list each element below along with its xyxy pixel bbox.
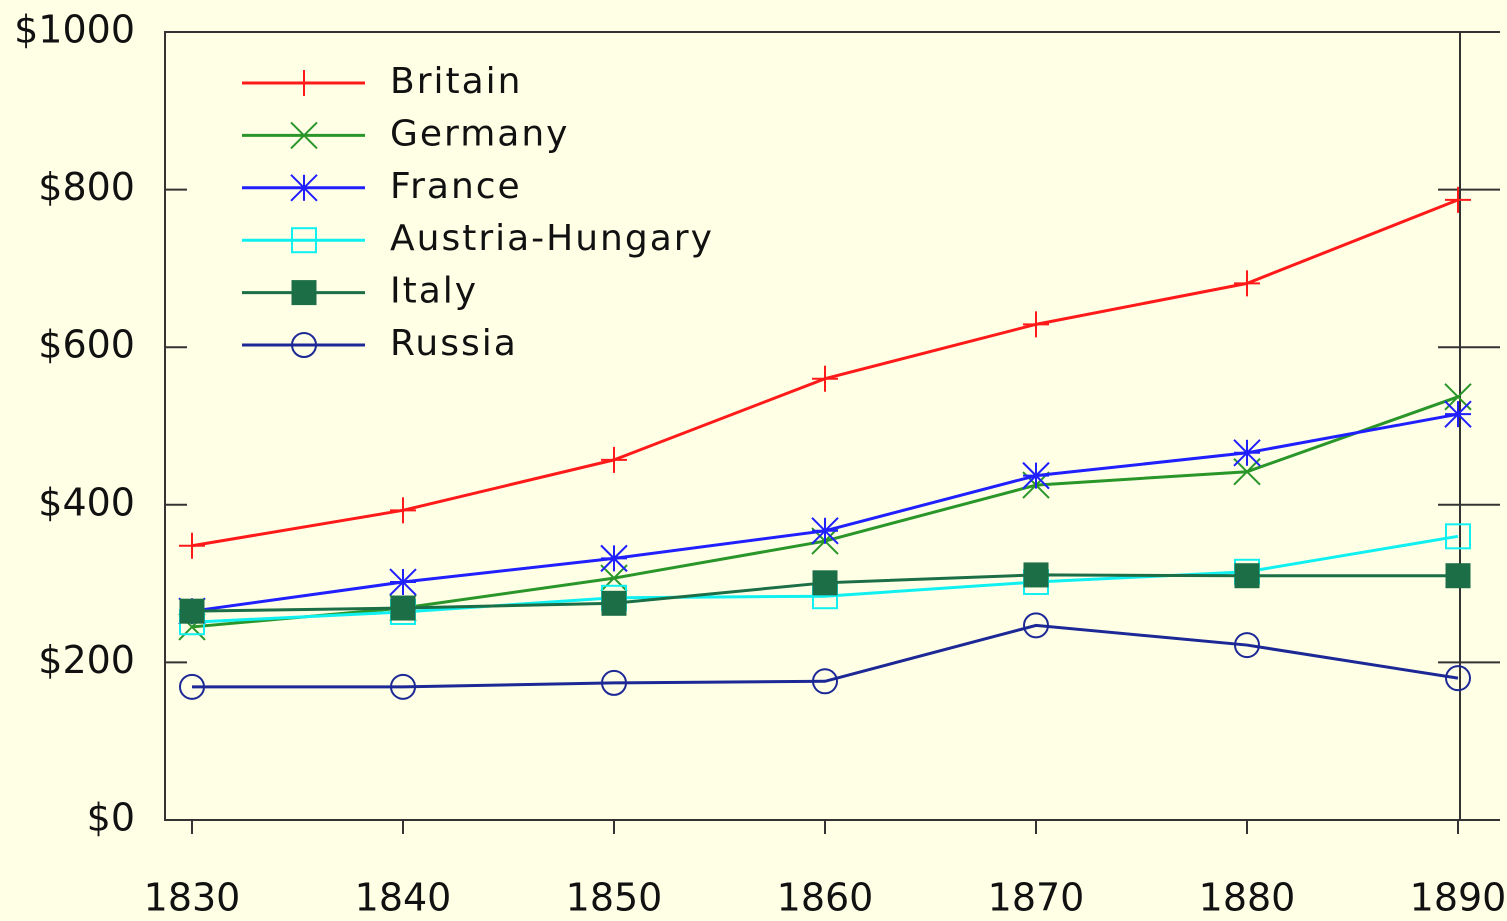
data-point: [601, 446, 627, 473]
legend-marker: [291, 280, 317, 306]
y-tick-label: $200: [38, 638, 135, 682]
marker-part: [1022, 461, 1050, 490]
data-point: [1445, 186, 1471, 213]
x-tick-label: 1830: [144, 876, 241, 920]
data-point: [1023, 562, 1049, 588]
series-line: [192, 623, 1459, 689]
data-point: [1234, 563, 1260, 589]
marker-part: [1234, 632, 1260, 659]
legend-label: France: [390, 166, 522, 207]
x-tick-label: 1840: [355, 876, 452, 920]
x-tick-label: 1870: [988, 876, 1085, 920]
data-point: [1444, 400, 1472, 428]
data-point: [179, 598, 205, 624]
marker-part: [179, 598, 205, 624]
data-point: [812, 365, 838, 392]
marker-part: [291, 227, 317, 254]
data-point: [1233, 457, 1261, 486]
data-point: [389, 568, 417, 596]
y-tick-label: $1000: [14, 8, 135, 52]
data-point: [1022, 461, 1050, 490]
data-point: [179, 532, 205, 559]
marker-part: [601, 590, 627, 616]
data-point: [1023, 612, 1049, 639]
marker-part: [600, 544, 628, 573]
marker-part: [290, 174, 318, 202]
legend-label: Russia: [390, 323, 518, 364]
x-tick-label: 1890: [1410, 876, 1507, 920]
data-point: [1023, 311, 1049, 338]
legend-marker: [291, 332, 317, 358]
legend-marker: [290, 121, 318, 150]
data-point: [1234, 632, 1260, 659]
data-point: [179, 673, 205, 700]
marker-part: [1445, 665, 1471, 692]
x-tick-label: 1860: [777, 876, 874, 920]
legend-label: Italy: [390, 271, 478, 312]
marker-part: [291, 332, 317, 358]
data-point: [1445, 665, 1471, 692]
marker-part: [1444, 400, 1472, 428]
x-tick-label: 1850: [566, 876, 663, 920]
data-point: [390, 497, 416, 524]
marker-part: [1233, 439, 1261, 467]
marker-part: [1445, 563, 1471, 589]
marker-part: [601, 669, 627, 696]
marker-part: [1234, 563, 1260, 589]
data-point: [1234, 270, 1260, 297]
data-point: [812, 668, 838, 695]
legend-marker: [290, 174, 318, 202]
data-point: [390, 673, 416, 700]
data-point: [390, 595, 416, 621]
data-point: [601, 590, 627, 616]
legend-marker: [291, 227, 317, 254]
marker-part: [179, 673, 205, 700]
y-tick-label: $400: [38, 480, 135, 524]
marker-part: [390, 673, 416, 700]
marker-part: [811, 517, 839, 545]
marker-part: [812, 570, 838, 596]
data-point: [812, 570, 838, 596]
x-tick-label: 1880: [1199, 876, 1296, 920]
marker-part: [290, 121, 318, 150]
data-point: [601, 669, 627, 696]
data-point: [600, 544, 628, 573]
legend-label: Austria-Hungary: [390, 218, 714, 259]
legend-marker: [291, 70, 317, 96]
marker-part: [390, 595, 416, 621]
y-tick-label: $800: [38, 165, 135, 209]
data-point: [1445, 523, 1471, 550]
y-tick-label: $600: [38, 323, 135, 367]
marker-part: [812, 668, 838, 695]
legend-label: Britain: [390, 61, 523, 102]
marker-part: [1445, 523, 1471, 550]
marker-part: [1233, 457, 1261, 486]
data-point: [1233, 439, 1261, 467]
legend-label: Germany: [390, 113, 569, 154]
data-point: [1445, 563, 1471, 589]
data-point: [811, 517, 839, 545]
marker-part: [1023, 612, 1049, 639]
marker-part: [389, 568, 417, 596]
marker-part: [1023, 562, 1049, 588]
marker-part: [291, 280, 317, 306]
y-tick-label: $0: [87, 796, 135, 840]
plot-frame: [164, 31, 1461, 821]
